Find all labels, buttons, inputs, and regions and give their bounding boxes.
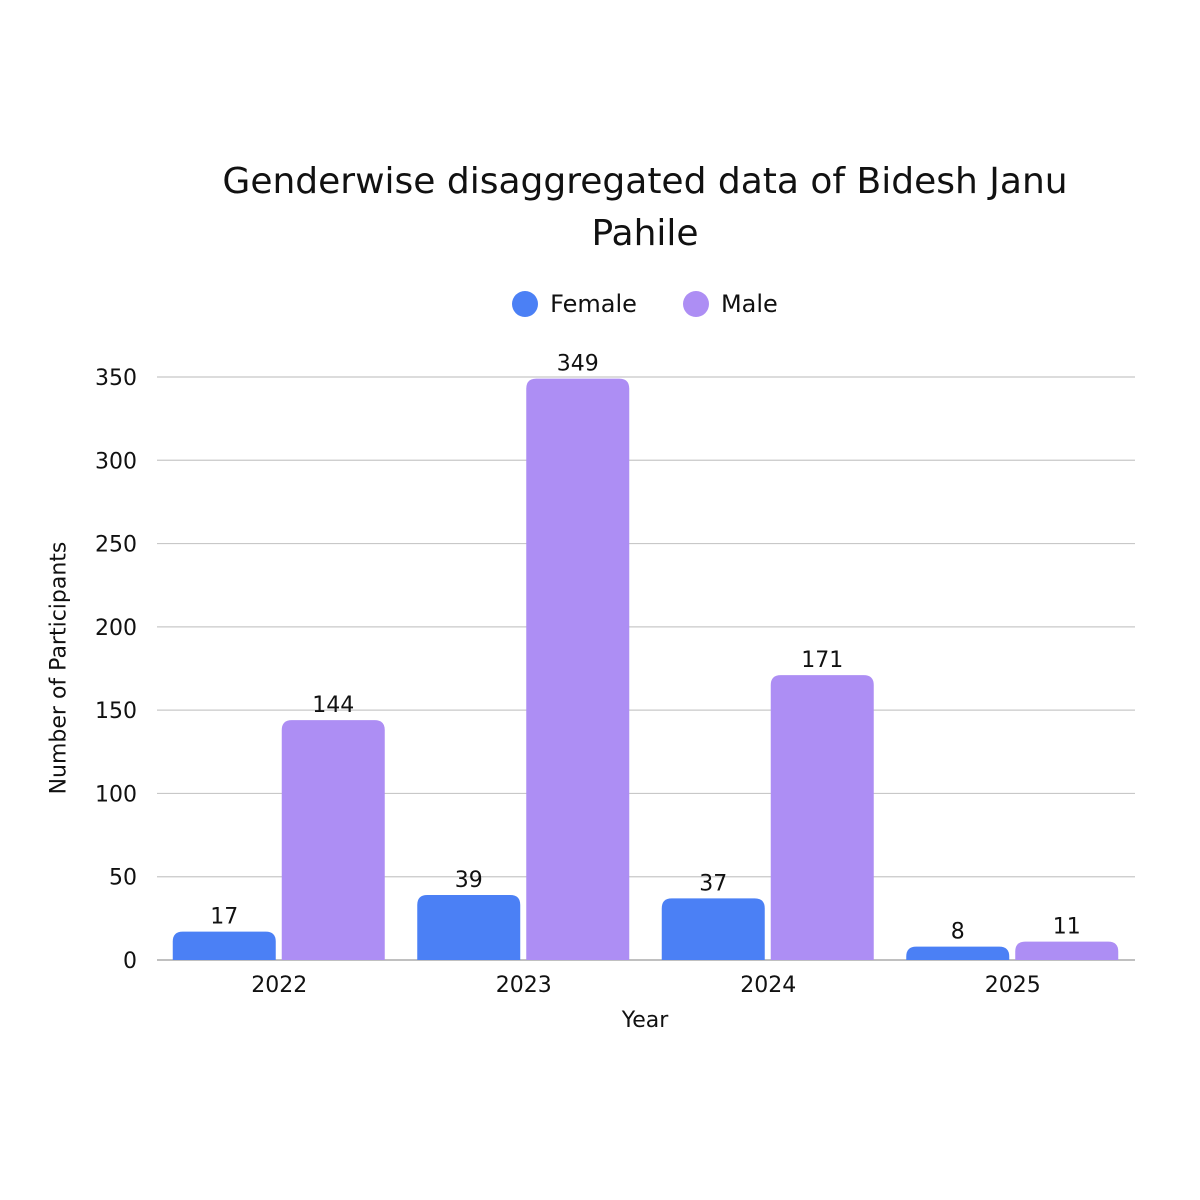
data-label-female-2023: 39 [455, 868, 483, 893]
y-tick-label: 0 [123, 949, 137, 974]
data-label-male-2022: 144 [312, 693, 354, 718]
data-label-male-2023: 349 [557, 352, 599, 377]
bar-female-2025 [906, 946, 1010, 960]
bar-female-2024 [661, 898, 765, 960]
data-label-male-2025: 11 [1053, 915, 1081, 940]
data-label-female-2024: 37 [699, 871, 727, 896]
bar-male-2022 [281, 720, 385, 960]
legend-item-male: Male [682, 290, 778, 318]
y-tick-label: 200 [95, 616, 137, 641]
data-label-female-2022: 17 [210, 905, 238, 930]
bar-male-2023 [526, 378, 630, 960]
chart-title: Genderwise disaggregated data of Bidesh … [222, 161, 1068, 254]
data-label-male-2024: 171 [801, 648, 843, 673]
y-tick-label: 150 [95, 699, 137, 724]
bar-male-2025 [1015, 941, 1119, 960]
legend-label-female: Female [550, 290, 637, 318]
y-tick-label: 300 [95, 449, 137, 474]
y-tick-label: 50 [109, 866, 137, 891]
x-axis-label: Year [621, 1008, 669, 1033]
x-tick-label: 2025 [985, 973, 1041, 998]
legend-swatch-male [682, 291, 709, 317]
y-tick-label: 350 [95, 366, 137, 391]
legend-swatch-female [512, 291, 539, 317]
x-tick-label: 2022 [251, 973, 307, 998]
x-tick-label: 2024 [740, 973, 796, 998]
y-tick-label: 100 [95, 782, 137, 807]
x-tick-label: 2023 [496, 973, 552, 998]
bar-female-2022 [172, 931, 276, 960]
y-tick-label: 250 [95, 533, 137, 558]
data-label-female-2025: 8 [951, 920, 965, 945]
chart-legend: Female Male [0, 290, 1200, 318]
y-axis-label: Number of Participants [46, 541, 72, 795]
legend-label-male: Male [720, 290, 778, 318]
legend-item-female: Female [512, 290, 637, 318]
bar-male-2024 [770, 675, 874, 960]
bar-female-2023 [417, 895, 521, 960]
